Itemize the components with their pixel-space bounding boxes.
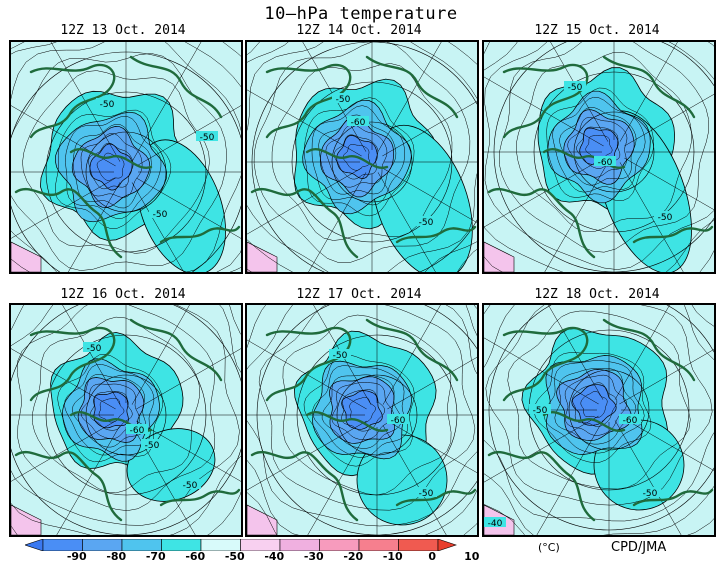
polar-stereographic-map-5: -50 -60 -50 [247,305,477,535]
contour-label: -50 [658,213,673,223]
contour-label: -50 [183,481,198,491]
map-panel-6: -50 -60 -50 -40 [482,303,716,537]
contour-label: -50 [333,351,348,361]
panel-title-2: 12Z 14 Oct. 2014 [296,23,422,38]
map-panel-3: -50 -60 -50 [482,40,716,274]
contour-label: -60 [130,426,145,436]
contour-label: -50 [419,218,434,228]
contour-label: -60 [391,416,406,426]
colorbar-unit: (°C) [538,541,560,554]
panel-title-1: 12Z 13 Oct. 2014 [60,23,186,38]
colorbar-tick-label: -40 [264,550,285,563]
figure-title: 10–hPa temperature [264,4,458,24]
contour-label: -50 [100,100,115,110]
polar-stereographic-map-6: -50 -60 -50 -40 [484,305,714,535]
contour-label: -40 [488,519,503,529]
panel-title-4: 12Z 16 Oct. 2014 [60,287,186,302]
colorbar-tick-label: 0 [428,550,437,563]
contour-label: -60 [351,118,366,128]
colorbar-tick-label: -20 [343,550,364,563]
colorbar-tick-label: -70 [145,550,166,563]
colorbar-tick-label: -90 [66,550,87,563]
polar-stereographic-map-2: -50 -60 -50 [247,42,477,272]
colorbar-tick-label: -50 [224,550,245,563]
polar-stereographic-map-4: -50-60-50-50 [11,305,241,535]
panel-title-5: 12Z 17 Oct. 2014 [296,287,422,302]
colorbar-tick-label: -30 [303,550,324,563]
contour-label: -60 [598,158,613,168]
contour-label: -50 [568,83,583,93]
map-panel-1: -50 -50 -50 [9,40,243,274]
map-panel-2: -50 -60 -50 [245,40,479,274]
polar-stereographic-map-3: -50 -60 -50 [484,42,714,272]
contour-label: -50 [153,210,168,220]
colorbar-tick-label: -10 [382,550,403,563]
panel-title-6: 12Z 18 Oct. 2014 [534,287,660,302]
contour-label: -60 [623,416,638,426]
contour-label: -50 [87,344,102,354]
map-panel-4: -50 -60 -50 -50 [9,303,243,537]
colorbar-tick-label: 10 [464,550,480,563]
map-panel-5: -50 -60 -50 [245,303,479,537]
colorbar-tick-label: -60 [185,550,206,563]
contour-label: -50 [533,406,548,416]
contour-label: -50 [336,95,351,105]
contour-label: -50 [419,489,434,499]
polar-stereographic-map-1: -50 -50 -50 [11,42,241,272]
credit-label: CPD/JMA [611,540,667,555]
contour-label: -50 [145,441,160,451]
colorbar-tick-label: -80 [106,550,127,563]
contour-label: -50 [200,133,215,143]
colorbar [25,539,457,551]
panel-title-3: 12Z 15 Oct. 2014 [534,23,660,38]
contour-label: -50 [643,489,658,499]
